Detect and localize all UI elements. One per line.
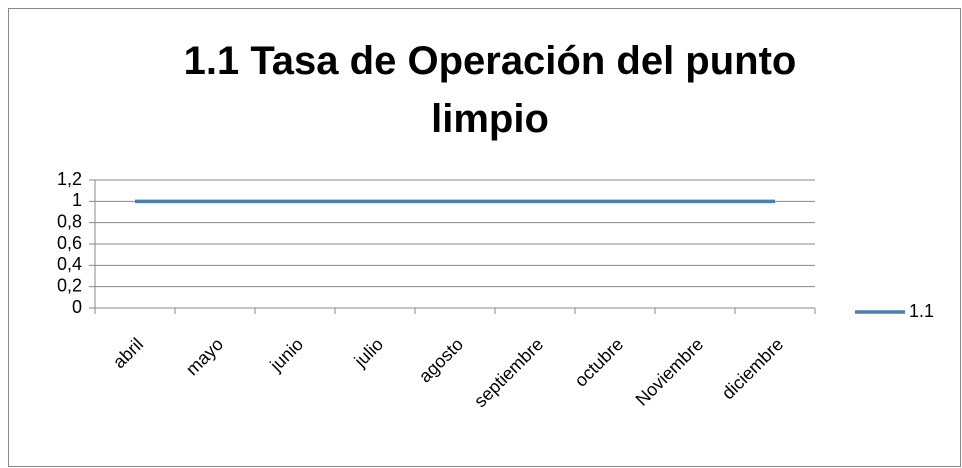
x-tick-label: septiembre [470,334,547,411]
x-tick-label: junio [265,334,307,376]
x-tick-label: Noviembre [632,334,708,410]
x-tick-label: diciembre [718,334,787,403]
y-tick-label: 0,4 [57,254,82,274]
x-tick-label: abril [109,334,147,372]
y-tick-label: 0,6 [57,233,82,253]
x-tick-label: julio [350,334,387,371]
legend-label: 1.1 [909,301,934,321]
x-tick-label: agosto [415,334,467,386]
x-tick-label: octubre [571,334,628,391]
chart-title: 1.1 Tasa de Operación del punto limpio [183,39,797,141]
x-tick-label: mayo [182,334,227,379]
y-tick-label: 0,2 [57,275,82,295]
chart-border [8,8,961,467]
y-tick-label: 1 [72,190,82,210]
y-tick-label: 0 [72,297,82,317]
y-tick-label: 0,8 [57,211,82,231]
y-tick-label: 1,2 [57,169,82,189]
